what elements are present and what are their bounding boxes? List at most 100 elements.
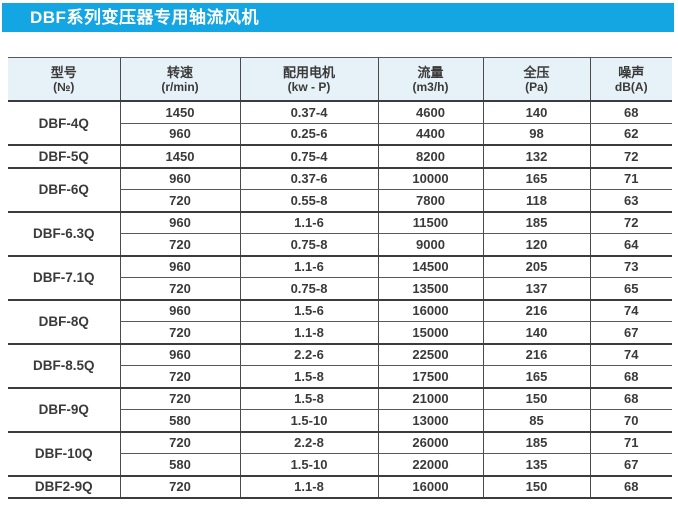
flow-cell: 22000 <box>377 453 483 477</box>
noise-cell: 67 <box>589 321 672 345</box>
table-row: 720 1.1-8 15000 140 67 <box>8 321 672 345</box>
motor-cell: 1.5-10 <box>239 409 378 433</box>
noise-cell: 74 <box>589 299 672 322</box>
table-row: 580 1.5-10 22000 135 67 <box>8 453 672 477</box>
rpm-cell: 720 <box>119 189 240 213</box>
motor-cell: 1.5-8 <box>239 365 378 389</box>
rpm-cell: 1450 <box>119 145 240 169</box>
noise-cell: 70 <box>589 409 672 433</box>
flow-cell: 8200 <box>377 145 483 169</box>
pressure-cell: 165 <box>482 365 590 389</box>
pressure-cell: 150 <box>482 475 590 499</box>
table-row: 720 1.5-8 17500 165 68 <box>8 365 672 389</box>
col-header-speed: 转速 (r/min) <box>119 57 240 102</box>
table-row: 580 1.5-10 13000 85 70 <box>8 409 672 433</box>
flow-cell: 7800 <box>377 189 483 213</box>
flow-cell: 16000 <box>377 475 483 499</box>
table-row: DBF-8Q 960 1.5-6 16000 216 74 <box>8 299 672 345</box>
col-header-noise-sub: dB(A) <box>614 79 648 94</box>
noise-cell: 62 <box>589 123 672 146</box>
motor-cell: 2.2-6 <box>239 343 378 366</box>
noise-cell: 72 <box>589 145 672 169</box>
rpm-cell: 580 <box>119 453 240 477</box>
motor-cell: 1.1-8 <box>239 475 378 499</box>
flow-cell: 22500 <box>377 343 483 366</box>
table-row: 720 0.75-8 9000 120 64 <box>8 233 672 257</box>
noise-cell: 63 <box>589 189 672 213</box>
page-title-banner: DBF系列变压器专用轴流风机 <box>2 3 674 32</box>
pressure-cell: 140 <box>482 101 590 124</box>
col-header-speed-sub: (r/min) <box>161 79 199 94</box>
noise-cell: 68 <box>589 387 672 410</box>
table-row: DBF-6Q 960 0.37-6 10000 165 71 <box>8 167 672 213</box>
col-header-noise-zh: 噪声 <box>618 64 645 80</box>
motor-cell: 0.37-6 <box>239 167 378 190</box>
rpm-cell: 720 <box>119 277 240 301</box>
table-row: DBF-8.5Q 960 2.2-6 22500 216 74 <box>8 343 672 389</box>
flow-cell: 10000 <box>377 167 483 190</box>
col-header-flow-sub: (m3/h) <box>412 79 449 94</box>
noise-cell: 67 <box>589 453 672 477</box>
noise-cell: 68 <box>589 101 672 124</box>
rpm-cell: 960 <box>119 211 240 234</box>
flow-cell: 11500 <box>377 211 483 234</box>
motor-cell: 0.75-8 <box>239 233 378 257</box>
table-row: DBF-7.1Q 960 1.1-6 14500 205 73 <box>8 255 672 301</box>
flow-cell: 4600 <box>377 101 483 124</box>
rpm-cell: 1450 <box>119 101 240 124</box>
col-header-pressure-zh: 全压 <box>523 64 550 80</box>
page-title: DBF系列变压器专用轴流风机 <box>30 8 259 27</box>
rpm-cell: 960 <box>119 255 240 278</box>
col-header-pressure: 全压 (Pa) <box>482 57 590 102</box>
noise-cell: 68 <box>589 475 672 499</box>
col-header-flow-zh: 流量 <box>417 64 444 80</box>
noise-cell: 64 <box>589 233 672 257</box>
pressure-cell: 216 <box>482 343 590 366</box>
model-cell: DBF-8.5Q <box>8 343 120 389</box>
flow-cell: 21000 <box>377 387 483 410</box>
model-cell: DBF-6Q <box>8 167 120 213</box>
rpm-cell: 720 <box>119 431 240 454</box>
model-cell: DBF-8Q <box>8 299 120 345</box>
col-header-model-sub: (№) <box>53 79 75 94</box>
pressure-cell: 140 <box>482 321 590 345</box>
rpm-cell: 960 <box>119 299 240 322</box>
pressure-cell: 132 <box>482 145 590 169</box>
motor-cell: 1.1-6 <box>239 211 378 234</box>
flow-cell: 9000 <box>377 233 483 257</box>
motor-cell: 1.5-8 <box>239 387 378 410</box>
model-cell: DBF-7.1Q <box>8 255 120 301</box>
col-header-speed-zh: 转速 <box>166 64 193 80</box>
table-row: DBF-5Q 1450 0.75-4 8200 132 72 <box>8 145 672 169</box>
model-cell: DBF-9Q <box>8 387 120 433</box>
pressure-cell: 98 <box>482 123 590 146</box>
flow-cell: 15000 <box>377 321 483 345</box>
table-row: 720 0.55-8 7800 118 63 <box>8 189 672 213</box>
flow-cell: 13000 <box>377 409 483 433</box>
pressure-cell: 120 <box>482 233 590 257</box>
model-cell: DBF-5Q <box>8 145 120 169</box>
col-header-motor-sub: (kw - P) <box>287 79 331 94</box>
table-row: 960 0.25-6 4400 98 62 <box>8 123 672 146</box>
motor-cell: 0.55-8 <box>239 189 378 213</box>
motor-cell: 2.2-8 <box>239 431 378 454</box>
header-row: 型号 (№) 转速 (r/min) 配用电机 (kw - P) 流量 (m3/h… <box>8 57 672 102</box>
model-cell: DBF-6.3Q <box>8 211 120 257</box>
col-header-flow: 流量 (m3/h) <box>377 57 483 102</box>
table-row: DBF-9Q 720 1.5-8 21000 150 68 <box>8 387 672 433</box>
table-row: 720 0.75-8 13500 137 65 <box>8 277 672 301</box>
pressure-cell: 165 <box>482 167 590 190</box>
pressure-cell: 185 <box>482 211 590 234</box>
col-header-model-zh: 型号 <box>50 64 77 80</box>
noise-cell: 71 <box>589 167 672 190</box>
rpm-cell: 720 <box>119 475 240 499</box>
flow-cell: 17500 <box>377 365 483 389</box>
motor-cell: 1.1-8 <box>239 321 378 345</box>
fan-spec-table: 型号 (№) 转速 (r/min) 配用电机 (kw - P) 流量 (m3/h… <box>8 57 672 499</box>
noise-cell: 74 <box>589 343 672 366</box>
col-header-model: 型号 (№) <box>8 57 120 102</box>
rpm-cell: 720 <box>119 321 240 345</box>
pressure-cell: 216 <box>482 299 590 322</box>
motor-cell: 0.37-4 <box>239 101 378 124</box>
